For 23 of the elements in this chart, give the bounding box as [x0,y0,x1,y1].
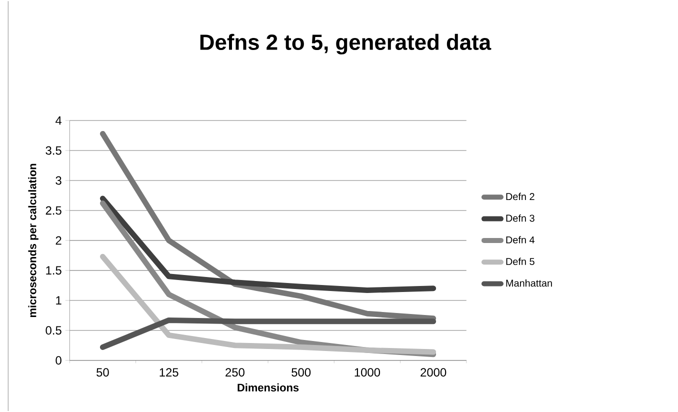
y-tick-label: 1 [56,296,62,304]
x-tick-label: 500 [292,368,311,377]
y-tick-label: 2.5 [46,206,62,215]
y-tick-label: 3.5 [46,146,62,155]
legend-label: Defn 3 [506,214,534,222]
x-tick-label: 250 [226,368,244,377]
x-axis-title: Dimensions [238,383,299,392]
x-tick-label: 1000 [354,368,380,377]
x-tick-label: 125 [160,368,178,377]
x-tick-label: 50 [96,368,109,377]
y-tick-label: 3 [56,176,62,185]
x-tick-label: 2000 [420,368,446,377]
y-tick-label: 0 [56,356,62,365]
legend-label: Defn 2 [506,192,534,200]
legend-label: Defn 5 [506,258,534,265]
y-tick-label: 0.5 [46,326,62,335]
y-tick-label: 4 [56,116,62,125]
legend-label: Defn 4 [506,236,535,244]
y-axis-title: microseconds per calculation [28,164,38,317]
legend-label: Manhattan [506,279,552,287]
y-tick-label: 1.5 [46,266,62,275]
y-tick-label: 2 [56,236,62,245]
chart-title: Defns 2 to 5, generated data [200,34,492,54]
